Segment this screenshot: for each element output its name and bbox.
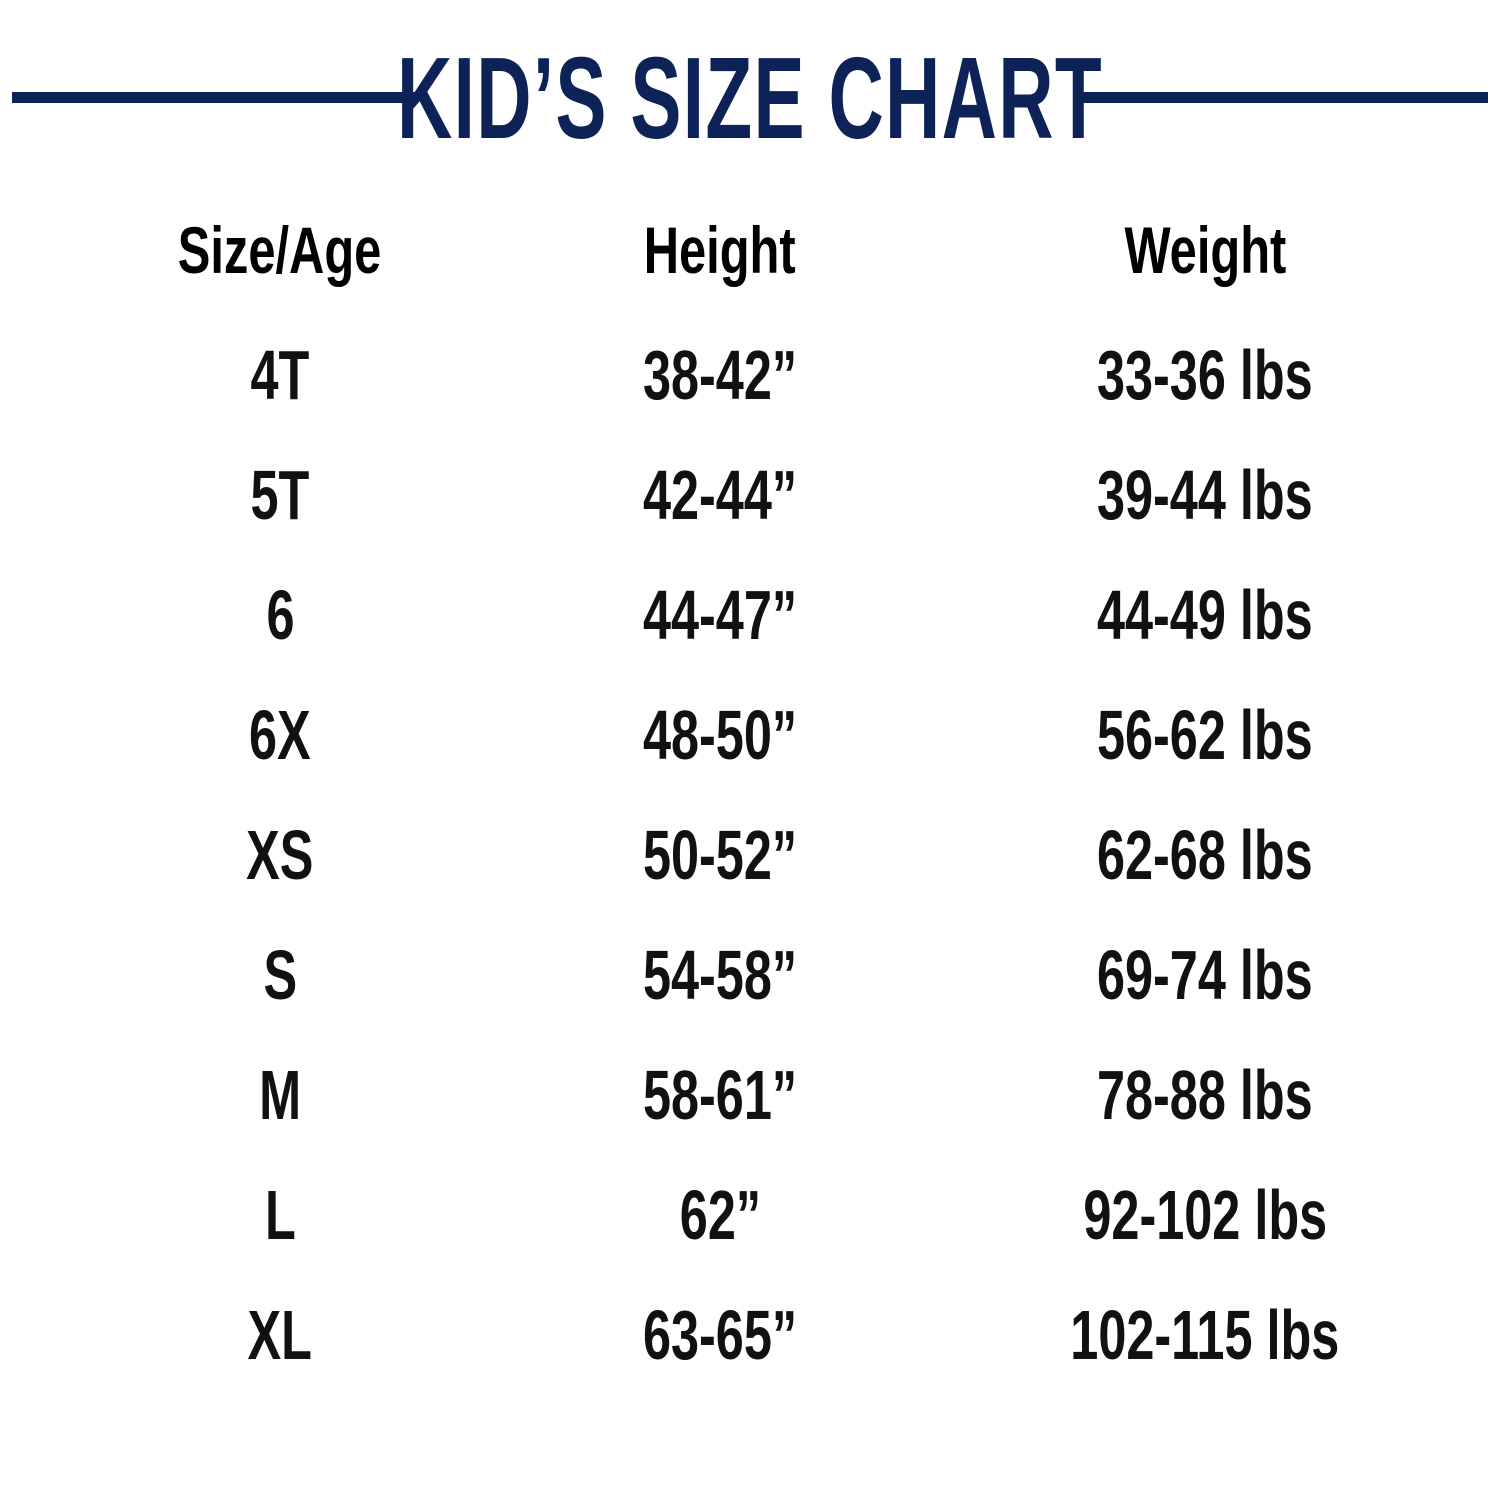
size-cell: XL — [247, 1296, 313, 1374]
column-header-weight: Weight — [940, 195, 1470, 305]
weight-cell: 62-68 lbs — [1097, 816, 1313, 894]
table-row-5t-weight: 39-44 lbs — [940, 435, 1470, 555]
page-title: KID’S SIZE CHART — [397, 32, 1103, 163]
height-cell: 54-58” — [642, 936, 798, 1014]
title-rule-left — [12, 92, 418, 103]
table-row-6-weight: 44-49 lbs — [940, 555, 1470, 675]
table-row-xl-height: 63-65” — [500, 1275, 940, 1395]
table-row-s-weight: 69-74 lbs — [940, 915, 1470, 1035]
column-header-label: Height — [644, 213, 796, 287]
weight-cell: 78-88 lbs — [1097, 1056, 1313, 1134]
title-wrap: KID’S SIZE CHART — [397, 0, 1102, 195]
table-row-xl-weight: 102-115 lbs — [940, 1275, 1470, 1395]
size-cell: 6X — [249, 696, 311, 774]
table-row-m-size: M — [60, 1035, 500, 1155]
table-row-6x-size: 6X — [60, 675, 500, 795]
height-cell: 48-50” — [642, 696, 798, 774]
height-cell: 44-47” — [642, 576, 798, 654]
title-band: KID’S SIZE CHART — [0, 0, 1500, 195]
size-table: Size/Age Height Weight 4T 38-42” 33-36 l… — [60, 195, 1470, 1395]
table-row-m-weight: 78-88 lbs — [940, 1035, 1470, 1155]
height-cell: 62” — [679, 1176, 761, 1254]
size-cell: 4T — [250, 336, 310, 414]
weight-cell: 33-36 lbs — [1097, 336, 1313, 414]
table-row-s-size: S — [60, 915, 500, 1035]
size-cell: M — [259, 1056, 301, 1134]
table-row-4t-size: 4T — [60, 315, 500, 435]
height-cell: 50-52” — [642, 816, 798, 894]
size-cell: XS — [246, 816, 314, 894]
weight-cell: 56-62 lbs — [1097, 696, 1313, 774]
table-row-l-height: 62” — [500, 1155, 940, 1275]
size-cell: L — [264, 1176, 296, 1254]
column-header-label: Weight — [1124, 213, 1286, 287]
table-row-xl-size: XL — [60, 1275, 500, 1395]
table-row-6-height: 44-47” — [500, 555, 940, 675]
table-row-5t-size: 5T — [60, 435, 500, 555]
table-row-xs-weight: 62-68 lbs — [940, 795, 1470, 915]
table-row-s-height: 54-58” — [500, 915, 940, 1035]
size-cell: 5T — [250, 456, 310, 534]
table-row-4t-height: 38-42” — [500, 315, 940, 435]
table-row-m-height: 58-61” — [500, 1035, 940, 1155]
table-row-xs-size: XS — [60, 795, 500, 915]
weight-cell: 102-115 lbs — [1070, 1296, 1340, 1374]
title-rule-right — [1082, 92, 1488, 103]
height-cell: 63-65” — [642, 1296, 798, 1374]
height-cell: 38-42” — [642, 336, 798, 414]
table-row-4t-weight: 33-36 lbs — [940, 315, 1470, 435]
table-row-xs-height: 50-52” — [500, 795, 940, 915]
table-row-6x-weight: 56-62 lbs — [940, 675, 1470, 795]
size-cell: S — [263, 936, 297, 1014]
weight-cell: 69-74 lbs — [1097, 936, 1313, 1014]
column-header-size-age: Size/Age — [60, 195, 500, 305]
weight-cell: 39-44 lbs — [1097, 456, 1313, 534]
table-row-6-size: 6 — [60, 555, 500, 675]
table-row-5t-height: 42-44” — [500, 435, 940, 555]
table-row-6x-height: 48-50” — [500, 675, 940, 795]
weight-cell: 44-49 lbs — [1097, 576, 1313, 654]
table-row-l-weight: 92-102 lbs — [940, 1155, 1470, 1275]
table-row-l-size: L — [60, 1155, 500, 1275]
height-cell: 42-44” — [642, 456, 798, 534]
height-cell: 58-61” — [642, 1056, 798, 1134]
column-header-label: Size/Age — [178, 213, 382, 287]
column-header-height: Height — [500, 195, 940, 305]
size-cell: 6 — [265, 576, 295, 654]
weight-cell: 92-102 lbs — [1083, 1176, 1327, 1254]
